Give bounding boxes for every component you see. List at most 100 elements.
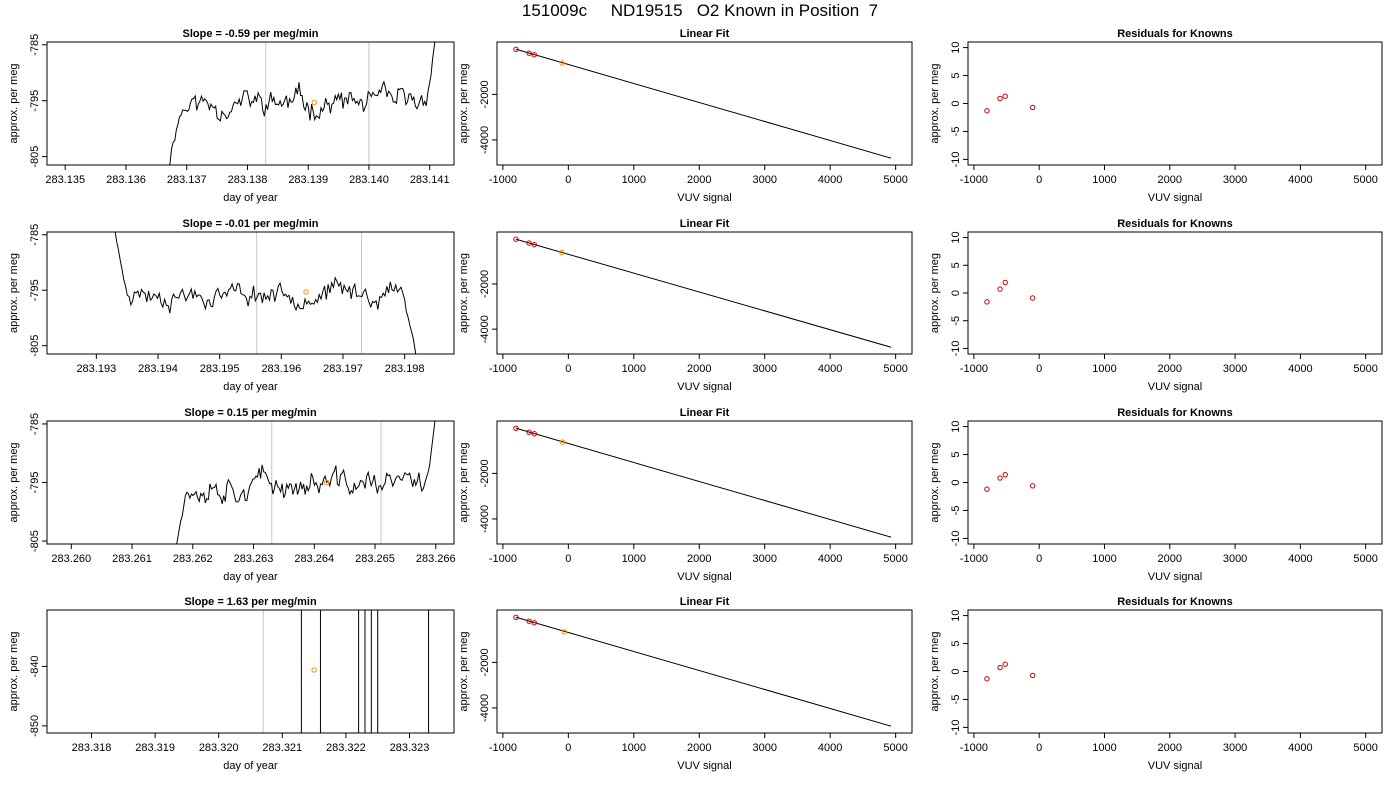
known-point bbox=[531, 52, 538, 58]
y-tick-label: -4000 bbox=[479, 126, 491, 154]
x-tick-label: 283.135 bbox=[45, 174, 85, 186]
y-axis-label: approx. per meg bbox=[929, 63, 941, 143]
plot-frame bbox=[46, 41, 455, 166]
x-tick-label: -1000 bbox=[489, 553, 517, 565]
x-tick-label: 0 bbox=[1036, 174, 1042, 186]
y-tick-label: -5 bbox=[950, 506, 962, 516]
x-tick-label: 2000 bbox=[1158, 363, 1182, 375]
fit-line bbox=[515, 48, 892, 159]
x-tick-label: 283.321 bbox=[262, 742, 302, 754]
residual-point bbox=[1002, 471, 1008, 478]
y-axis-label: approx. per meg bbox=[8, 631, 20, 711]
panel-timeseries-row-4: Slope = 1.63 per meg/min 283.318 283.319 28… bbox=[8, 596, 455, 772]
x-tick-label: 4000 bbox=[1288, 363, 1312, 375]
x-tick-label: 0 bbox=[1036, 363, 1042, 375]
x-tick-label: 4000 bbox=[1288, 553, 1312, 565]
residual-point bbox=[984, 676, 990, 682]
y-tick-label: -795 bbox=[29, 279, 41, 301]
y-axis-label: approx. per meg bbox=[458, 253, 470, 333]
panel-timeseries-row-3: Slope = 0.15 per meg/min 283.260 283.261 28… bbox=[8, 407, 456, 583]
x-tick-label: 4000 bbox=[818, 363, 842, 375]
plot-area bbox=[176, 421, 436, 544]
panel-title: Linear Fit bbox=[680, 407, 730, 419]
x-tick-label: 283.197 bbox=[323, 363, 363, 375]
plot-area bbox=[984, 93, 1036, 114]
sample-point bbox=[559, 60, 565, 66]
panel-title: Slope = -0.59 per meg/min bbox=[182, 28, 318, 40]
y-tick-label: 5 bbox=[950, 262, 962, 268]
y-tick-label: 0 bbox=[950, 100, 962, 106]
plot-area bbox=[114, 232, 417, 354]
x-tick-label: 0 bbox=[565, 742, 571, 754]
x-axis-label: VUV signal bbox=[1148, 760, 1202, 772]
x-tick-label: 1000 bbox=[1092, 742, 1116, 754]
x-tick-label: 283.139 bbox=[288, 174, 328, 186]
known-point bbox=[513, 236, 519, 242]
plot-frame bbox=[496, 420, 913, 545]
plot-frame bbox=[967, 231, 1383, 355]
y-tick-label: -4000 bbox=[479, 694, 491, 722]
y-tick-label: -785 bbox=[29, 34, 41, 56]
panel-title: Linear Fit bbox=[680, 218, 730, 230]
x-tick-label: 283.138 bbox=[228, 174, 268, 186]
x-tick-label: 283.266 bbox=[416, 553, 456, 565]
x-tick-label: 283.141 bbox=[410, 174, 450, 186]
panel-title: Slope = 1.63 per meg/min bbox=[184, 596, 317, 608]
x-tick-label: 283.261 bbox=[112, 553, 152, 565]
x-tick-label: 2000 bbox=[687, 174, 711, 186]
residual-point bbox=[984, 486, 990, 492]
plot-area bbox=[984, 471, 1036, 492]
residual-point bbox=[997, 286, 1003, 292]
known-point bbox=[526, 429, 532, 435]
x-tick-label: 1000 bbox=[622, 742, 646, 754]
plot-frame bbox=[967, 41, 1383, 166]
panel-timeseries-row-2: Slope = -0.01 per meg/min 283.193 283.194 2… bbox=[8, 218, 455, 393]
panel-fit-row-4: Linear Fit -1000 0 1000 2000 3000 4000 5000 -200… bbox=[458, 596, 913, 772]
y-axis-label: approx. per meg bbox=[458, 442, 470, 522]
x-axis-label: day of year bbox=[223, 760, 278, 772]
y-tick-label: 10 bbox=[950, 420, 962, 432]
x-axis-label: VUV signal bbox=[677, 381, 731, 393]
y-tick-label: -2000 bbox=[479, 270, 491, 298]
x-tick-label: 283.194 bbox=[138, 363, 178, 375]
x-tick-label: 2000 bbox=[687, 553, 711, 565]
y-tick-label: -785 bbox=[29, 413, 41, 435]
x-tick-label: -1000 bbox=[489, 742, 517, 754]
plot-frame bbox=[967, 609, 1383, 734]
y-axis-label: approx. per meg bbox=[458, 63, 470, 143]
plot-area bbox=[984, 279, 1036, 305]
x-axis-label: VUV signal bbox=[1148, 571, 1202, 583]
panel-title: Residuals for Knowns bbox=[1117, 28, 1233, 40]
y-tick-label: 0 bbox=[950, 479, 962, 485]
y-tick-label: -10 bbox=[950, 530, 962, 546]
x-tick-label: -1000 bbox=[960, 174, 988, 186]
x-tick-label: 1000 bbox=[622, 553, 646, 565]
x-tick-label: -1000 bbox=[489, 363, 517, 375]
plot-frame bbox=[46, 231, 455, 355]
x-tick-label: 5000 bbox=[883, 742, 907, 754]
plot-frame bbox=[496, 41, 913, 166]
x-tick-label: 283.140 bbox=[349, 174, 389, 186]
y-tick-label: -10 bbox=[950, 151, 962, 167]
y-tick-label: -5 bbox=[950, 695, 962, 705]
residual-point bbox=[1029, 672, 1036, 679]
known-point bbox=[513, 425, 519, 431]
y-tick-label: 0 bbox=[950, 668, 962, 674]
x-tick-label: 1000 bbox=[622, 174, 646, 186]
plot-area bbox=[984, 661, 1036, 682]
y-axis-label: approx. per meg bbox=[458, 631, 470, 711]
y-tick-label: -805 bbox=[29, 335, 41, 357]
panel-title: Residuals for Knowns bbox=[1117, 218, 1233, 230]
y-axis-label: approx. per meg bbox=[8, 253, 20, 333]
x-tick-label: 3000 bbox=[752, 553, 776, 565]
x-tick-label: 2000 bbox=[687, 363, 711, 375]
y-tick-label: -850 bbox=[29, 715, 41, 737]
x-tick-label: 283.196 bbox=[261, 363, 301, 375]
x-tick-label: 3000 bbox=[1223, 742, 1247, 754]
panel-residuals-row-4: Residuals for Knowns -1000 0 1000 2000 3000 40… bbox=[929, 596, 1383, 772]
y-tick-label: -805 bbox=[29, 146, 41, 168]
x-tick-label: 4000 bbox=[818, 174, 842, 186]
x-tick-label: 283.193 bbox=[76, 363, 116, 375]
residual-point bbox=[1002, 279, 1008, 286]
known-point bbox=[526, 618, 532, 624]
